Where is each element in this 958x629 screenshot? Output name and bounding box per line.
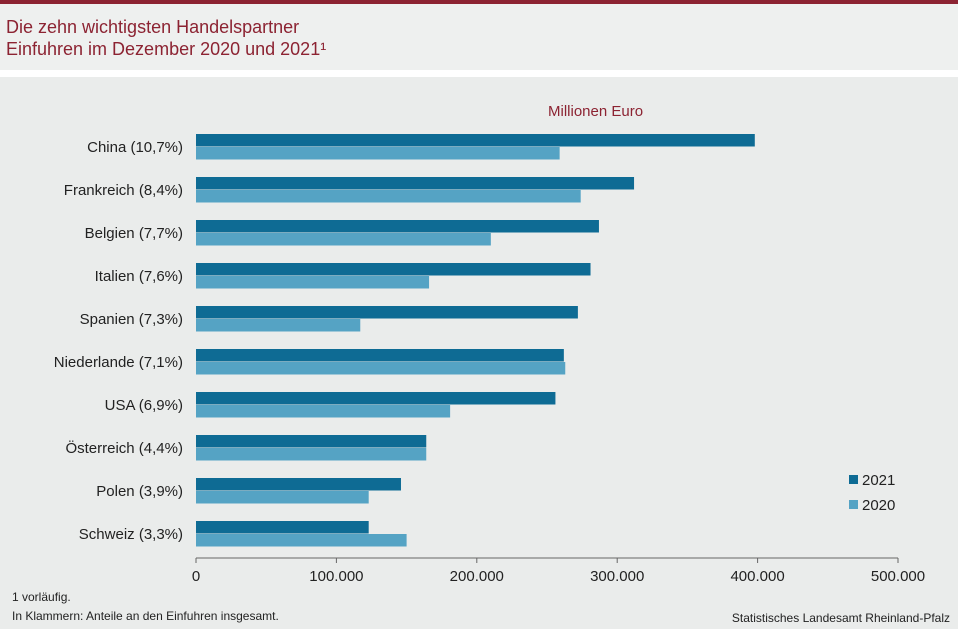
bar-2020-8 [196,491,369,504]
bar-2021-8 [196,478,401,491]
legend-swatch-2020 [849,500,858,509]
bar-2020-2 [196,233,491,246]
category-label: USA (6,9%) [105,397,183,414]
bar-2020-6 [196,405,451,418]
bar-2021-9 [196,521,369,534]
chart-subtitle: Einfuhren im Dezember 2020 und 2021¹ [6,39,327,59]
bar-2021-1 [196,177,635,190]
category-label: Italien (7,6%) [95,268,183,285]
x-tick-label: 200.000 [450,568,504,585]
x-tick-label: 400.000 [730,568,784,585]
category-label: Österreich (4,4%) [65,439,183,457]
category-label: China (10,7%) [87,139,183,156]
unit-label: Millionen Euro [548,103,644,120]
bar-2021-7 [196,435,427,448]
chart-header: Die zehn wichtigsten Handelspartner Einf… [0,4,958,70]
bar-2021-4 [196,306,578,319]
bar-2020-3 [196,276,430,289]
x-tick-label: 0 [192,568,200,585]
bar-2021-5 [196,349,564,362]
x-tick-label: 500.000 [871,568,925,585]
source-label: Statistisches Landesamt Rheinland-Pfalz [731,611,950,625]
bar-2020-0 [196,147,560,160]
bar-2020-9 [196,534,407,547]
bar-2020-7 [196,448,427,461]
legend-label-2020: 2020 [862,497,895,514]
category-label: Polen (3,9%) [96,483,183,500]
category-label: Schweiz (3,3%) [79,526,183,543]
top-accent-rule [0,0,958,4]
footnote-shares: In Klammern: Anteile an den Einfuhren in… [12,609,279,623]
header-separator [0,70,958,77]
bar-2021-3 [196,263,591,276]
bar-2020-1 [196,190,581,203]
bar-2021-6 [196,392,556,405]
x-tick-label: 100.000 [309,568,363,585]
bar-2020-5 [196,362,566,375]
bar-2021-2 [196,220,599,233]
category-label: Spanien (7,3%) [80,311,183,328]
footnote-preliminary: 1 vorläufig. [12,590,71,604]
chart-title: Die zehn wichtigsten Handelspartner [6,17,300,37]
x-tick-label: 300.000 [590,568,644,585]
category-label: Belgien (7,7%) [85,225,183,242]
category-label: Niederlande (7,1%) [54,354,183,371]
legend-label-2021: 2021 [862,472,895,489]
category-label: Frankreich (8,4%) [64,182,183,199]
legend-swatch-2021 [849,475,858,484]
bar-2021-0 [196,134,755,147]
bar-2020-4 [196,319,361,332]
